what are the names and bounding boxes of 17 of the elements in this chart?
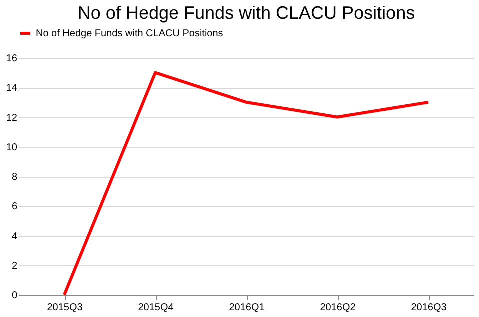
line-series — [63, 71, 430, 296]
x-tick-label: 2016Q3 — [411, 302, 448, 314]
y-tick-label: 10 — [6, 142, 18, 154]
y-tick-label: 6 — [12, 202, 18, 213]
legend-label: No of Hedge Funds with CLACU Positions — [36, 28, 224, 40]
y-tick-label: 14 — [6, 83, 18, 94]
y-tick-label: 8 — [12, 172, 18, 183]
x-tick-label: 2015Q4 — [138, 302, 174, 314]
y-tick-label: 2 — [12, 260, 18, 272]
x-tick-label: 2016Q2 — [320, 302, 356, 314]
y-tick-label: 12 — [6, 112, 18, 124]
y-tick-label: 16 — [6, 54, 18, 64]
y-tick-label: 0 — [12, 290, 18, 302]
x-tick-label: 2015Q3 — [47, 302, 84, 314]
x-tick-label: 2016Q1 — [229, 302, 266, 314]
y-tick-label: 4 — [12, 231, 18, 242]
chart-title: No of Hedge Funds with CLACU Positions — [78, 3, 416, 23]
